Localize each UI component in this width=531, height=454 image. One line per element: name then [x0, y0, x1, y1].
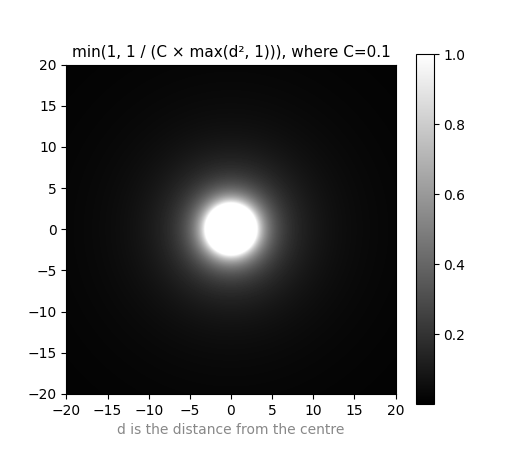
Title: min(1, 1 / (C × max(d², 1))), where C=0.1: min(1, 1 / (C × max(d², 1))), where C=0.…: [72, 44, 390, 59]
X-axis label: d is the distance from the centre: d is the distance from the centre: [117, 423, 345, 437]
